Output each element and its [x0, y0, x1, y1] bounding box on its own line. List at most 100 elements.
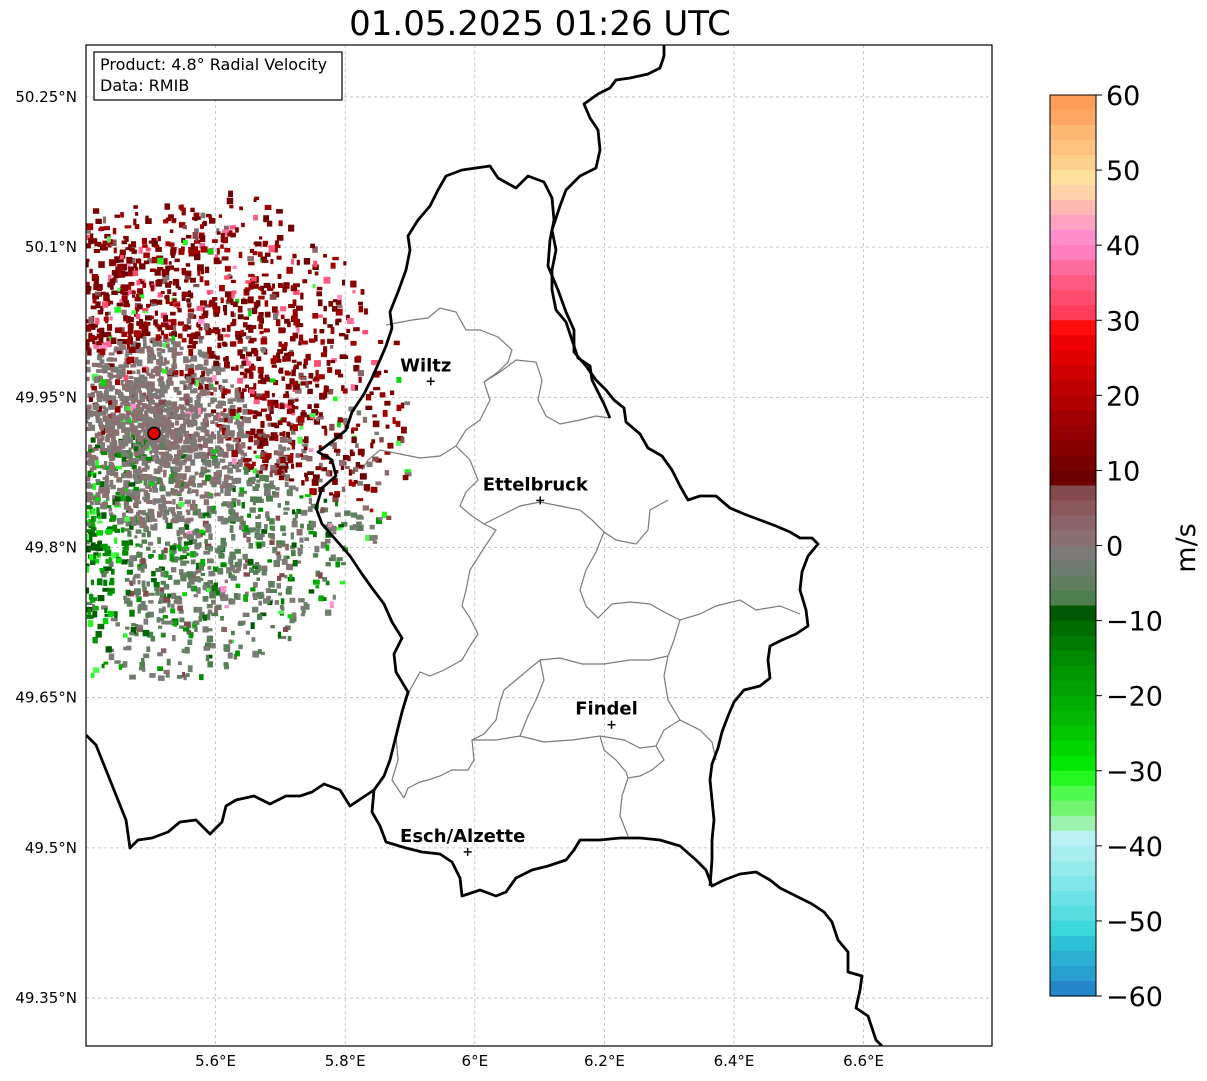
- radar-bin: [203, 359, 209, 366]
- radar-bin: [205, 654, 210, 662]
- radar-bin: [289, 378, 295, 385]
- radar-bin: [183, 621, 190, 627]
- radar-bin: [194, 216, 201, 220]
- radar-bin: [126, 569, 133, 575]
- radar-bin: [247, 446, 252, 450]
- radar-bin: [180, 409, 184, 415]
- radar-bin: [157, 537, 161, 544]
- radar-bin: [374, 387, 381, 391]
- radar-bin: [88, 397, 94, 402]
- colorbar-swatch: [1050, 800, 1096, 817]
- radar-bin: [184, 560, 190, 564]
- radar-bin: [290, 285, 297, 292]
- radar-bin: [239, 525, 244, 530]
- radar-bin: [200, 246, 208, 253]
- radar-bin: [90, 496, 96, 500]
- radar-bin: [258, 441, 265, 447]
- radar-bin: [229, 225, 236, 230]
- radar-bin: [188, 338, 194, 345]
- radar-bin: [277, 631, 282, 639]
- radar-bin: [184, 359, 192, 363]
- radar-bin: [154, 452, 158, 458]
- colorbar-swatch: [1050, 755, 1096, 772]
- radar-bin: [241, 360, 247, 366]
- radar-bin: [293, 318, 300, 326]
- radar-bin: [116, 341, 123, 346]
- radar-bin: [200, 435, 206, 441]
- radar-bin: [251, 276, 257, 282]
- radar-bin: [113, 348, 117, 353]
- radar-bin: [292, 332, 298, 339]
- radar-bin: [96, 349, 101, 353]
- radar-bin: [263, 282, 271, 289]
- radar-bin: [296, 508, 301, 514]
- radar-bin: [135, 543, 140, 547]
- radar-bin: [197, 335, 205, 340]
- radar-bin: [221, 626, 227, 632]
- radar-bin: [199, 242, 206, 249]
- radar-bin: [159, 422, 163, 426]
- radar-bin: [265, 414, 271, 418]
- radar-bin: [327, 324, 333, 328]
- radar-bin: [165, 241, 171, 247]
- radar-bin: [231, 293, 235, 299]
- radar-bin: [86, 359, 90, 365]
- radar-bin: [136, 552, 143, 558]
- radar-bin: [219, 285, 225, 292]
- radar-bin: [333, 396, 338, 402]
- radar-bin: [134, 267, 139, 271]
- radar-bin: [97, 595, 105, 602]
- radar-bin: [296, 361, 302, 366]
- radar-bin: [206, 613, 211, 621]
- city-label: Findel: [575, 699, 638, 720]
- radar-bin: [233, 398, 237, 402]
- info-product-text: Product: 4.8° Radial Velocity: [100, 55, 327, 74]
- radar-bin: [113, 611, 118, 616]
- radar-bin: [190, 207, 195, 212]
- radar-bin: [145, 218, 152, 224]
- radar-bin: [305, 380, 309, 388]
- radar-bin: [288, 408, 295, 413]
- radar-bin: [316, 286, 323, 291]
- radar-bin: [221, 503, 227, 507]
- radar-bin: [184, 465, 191, 473]
- radar-bin: [184, 279, 189, 283]
- radar-bin: [129, 423, 135, 429]
- radar-bin: [102, 216, 106, 224]
- radar-bin: [172, 357, 177, 364]
- radar-bin: [277, 575, 282, 581]
- radar-bin: [132, 413, 137, 420]
- radar-bin: [176, 449, 184, 456]
- radar-bin: [139, 377, 146, 384]
- radar-bin: [135, 313, 141, 320]
- radar-bin: [182, 271, 186, 276]
- radar-bin: [356, 355, 362, 361]
- radar-bin: [284, 318, 290, 324]
- radar-bin: [171, 489, 178, 496]
- radar-bin: [86, 493, 91, 500]
- radar-bin: [217, 568, 224, 575]
- radar-bin: [274, 463, 280, 469]
- radar-bin: [111, 413, 117, 419]
- radar-bin: [131, 386, 137, 391]
- radar-bin: [117, 263, 123, 271]
- radar-bin: [200, 224, 204, 229]
- colorbar-tick-label: 40: [1106, 231, 1140, 262]
- radar-bin: [248, 435, 254, 443]
- radar-bin: [164, 338, 171, 342]
- radar-bin: [271, 422, 278, 427]
- radar-bin: [253, 596, 258, 600]
- radar-bin: [230, 311, 234, 317]
- colorbar-swatch: [1050, 785, 1096, 802]
- radar-bin: [201, 370, 206, 377]
- radar-bin: [139, 448, 145, 454]
- radar-bin: [194, 239, 201, 244]
- radar-bin: [184, 399, 190, 406]
- radar-bin: [174, 303, 181, 307]
- radar-bin: [86, 261, 89, 268]
- radar-bin: [109, 395, 117, 401]
- radar-bin: [194, 553, 199, 557]
- radar-bin: [92, 483, 97, 490]
- radar-bin: [120, 527, 125, 533]
- radar-bin: [264, 524, 268, 530]
